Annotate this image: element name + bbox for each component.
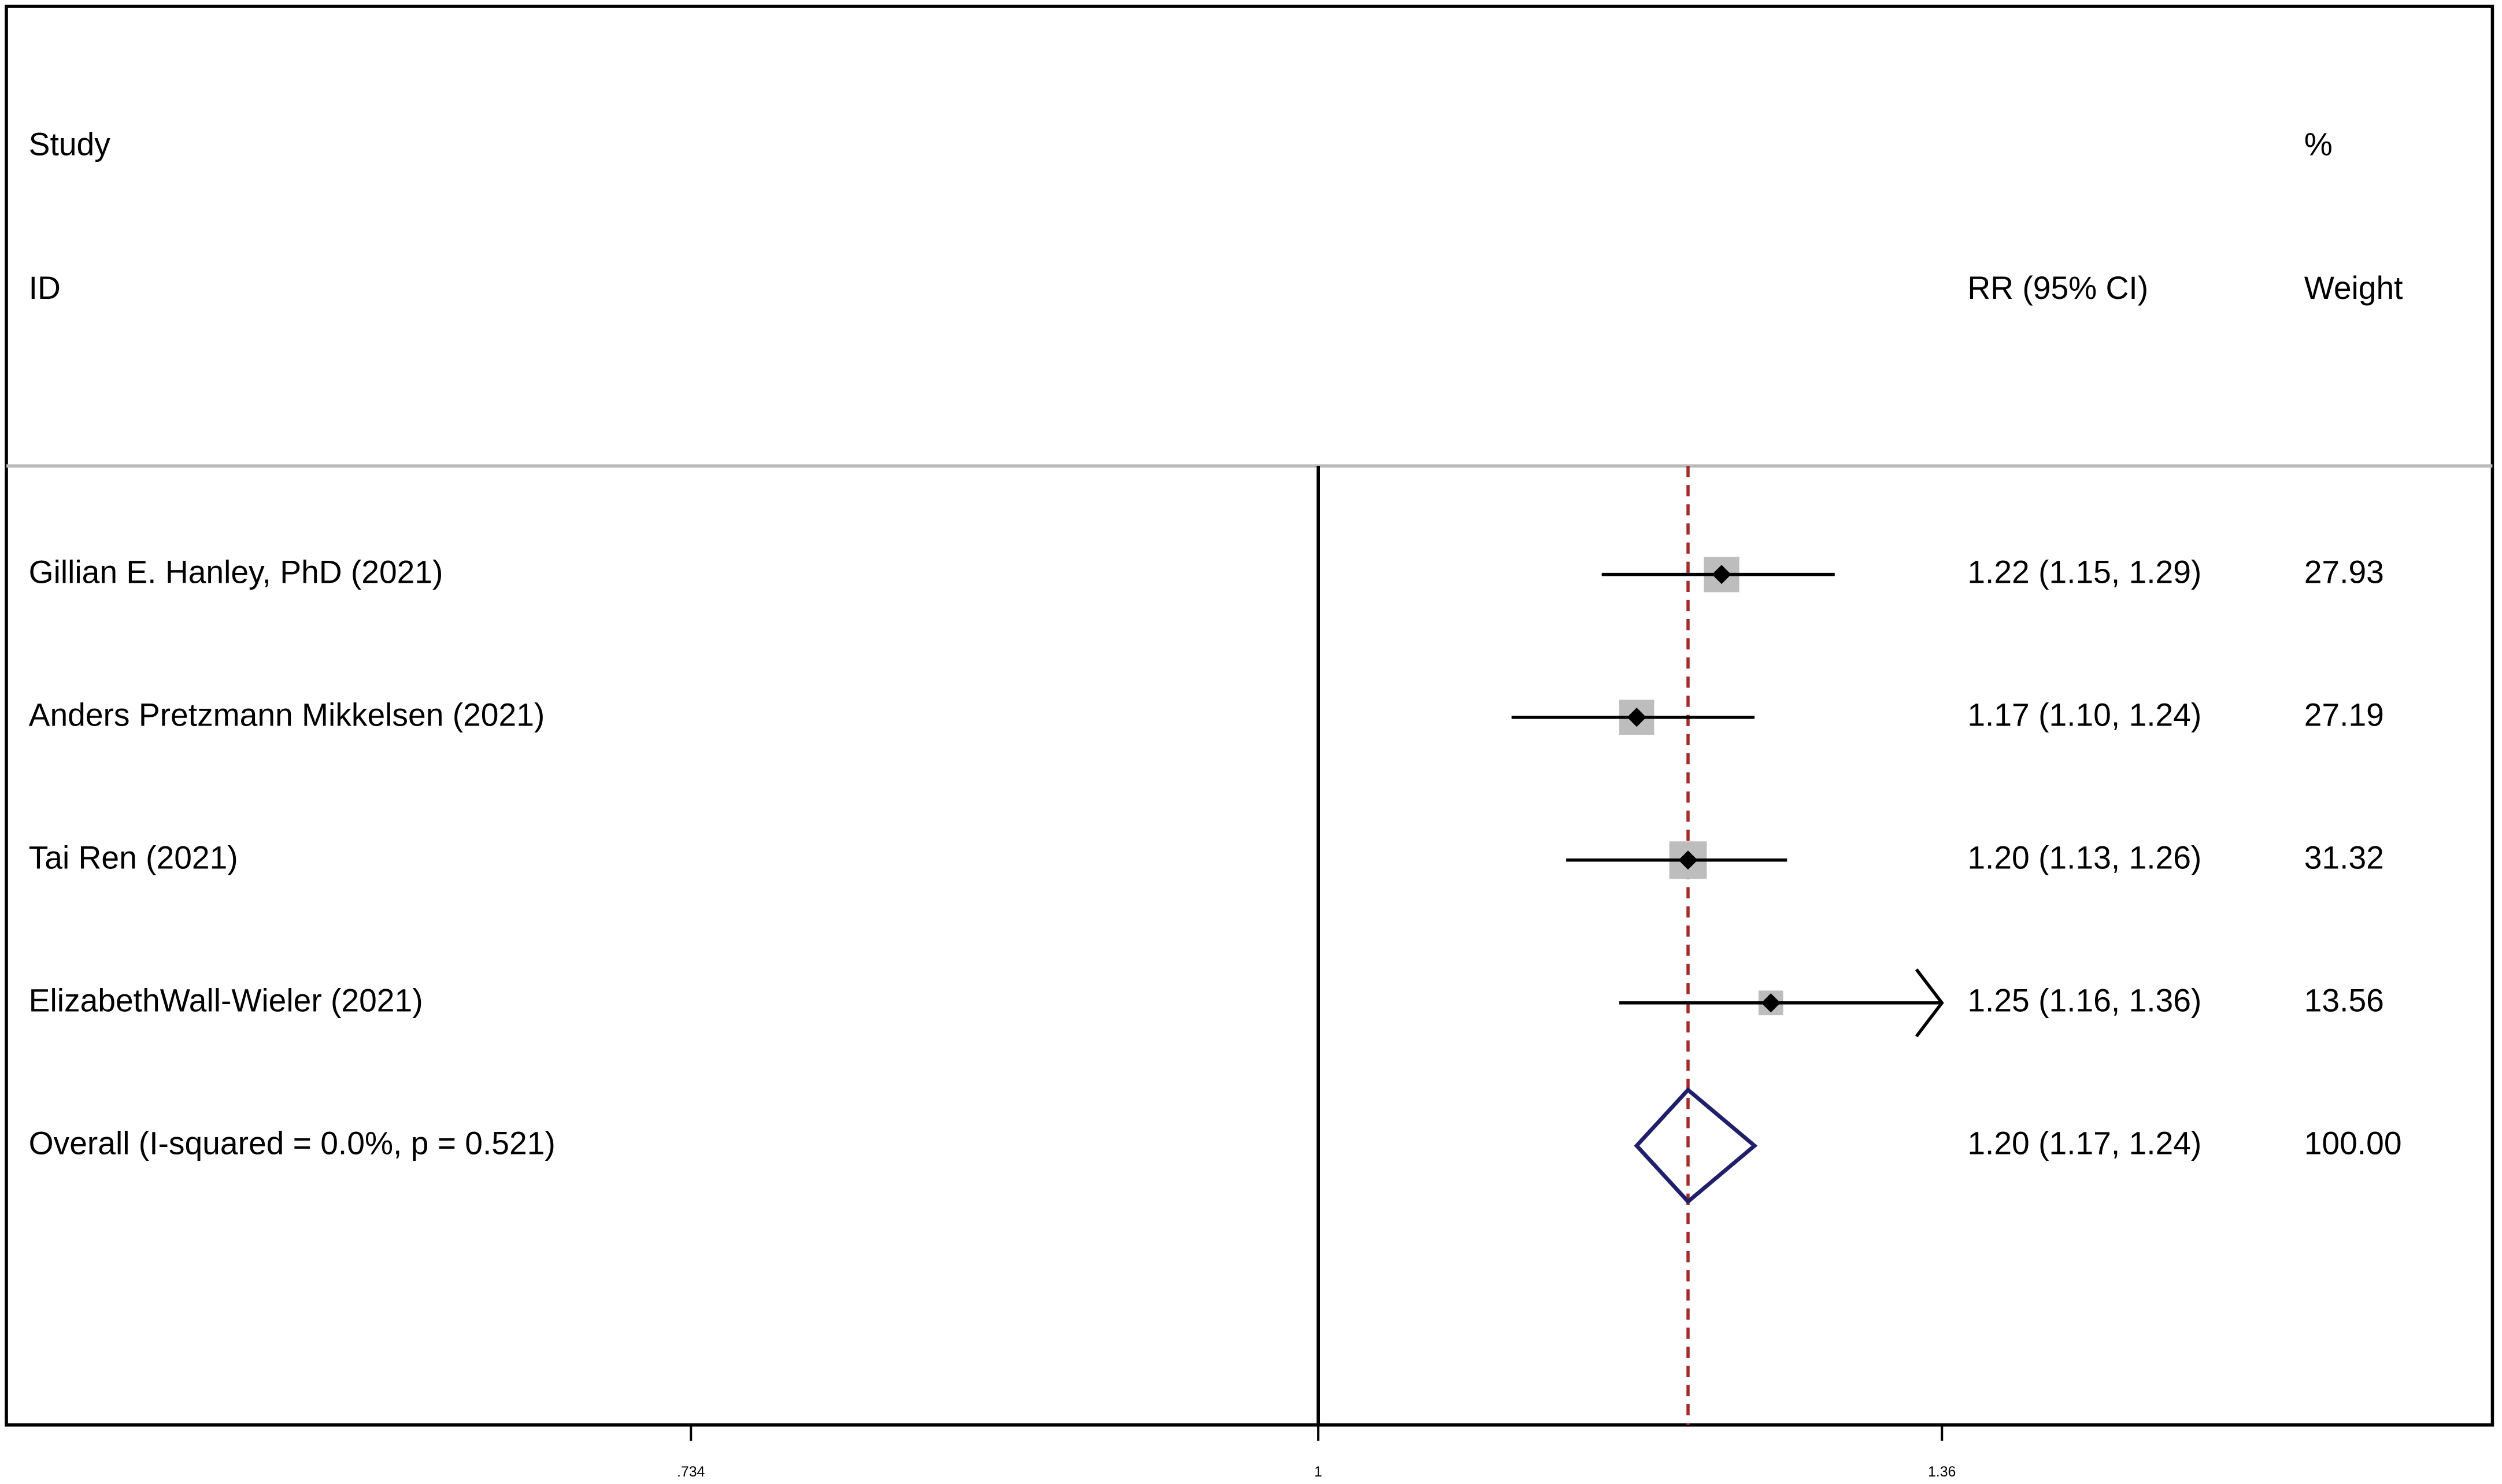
x-tick-label: .734	[677, 1464, 705, 1480]
x-tick-label: 1	[1314, 1464, 1322, 1480]
x-tick-label: 1.36	[1928, 1464, 1956, 1480]
point-estimate	[1678, 850, 1698, 870]
overall-weight-label: 100.00	[2304, 1125, 2402, 1161]
header-effect: RR (95% CI)	[1967, 270, 2148, 306]
overall-diamond	[1634, 1087, 1758, 1205]
weight-label: 27.19	[2304, 697, 2384, 732]
ci-arrow	[1915, 968, 1944, 1038]
weight-label: 27.93	[2304, 554, 2384, 590]
frame	[5, 5, 2494, 1427]
study-label: ElizabethWall-Wieler (2021)	[29, 982, 423, 1018]
study-label: Anders Pretzmann Mikkelsen (2021)	[29, 697, 545, 732]
header-id: ID	[29, 270, 61, 306]
overall-effect-label: 1.20 (1.17, 1.24)	[1967, 1125, 2201, 1161]
overall-label: Overall (I-squared = 0.0%, p = 0.521)	[29, 1125, 556, 1161]
weight-label: 31.32	[2304, 839, 2384, 875]
header-weight: Weight	[2304, 270, 2403, 306]
effect-label: 1.25 (1.16, 1.36)	[1967, 982, 2201, 1018]
point-estimate	[1627, 708, 1646, 727]
effect-label: 1.20 (1.13, 1.26)	[1967, 839, 2201, 875]
study-label: Gillian E. Hanley, PhD (2021)	[29, 554, 443, 590]
effect-label: 1.17 (1.10, 1.24)	[1967, 697, 2201, 732]
effect-label: 1.22 (1.15, 1.29)	[1967, 554, 2201, 590]
point-estimate	[1761, 993, 1781, 1013]
study-label: Tai Ren (2021)	[29, 839, 238, 875]
header-study: Study	[29, 127, 111, 162]
weight-label: 13.56	[2304, 982, 2384, 1018]
header-percent: %	[2304, 127, 2333, 162]
